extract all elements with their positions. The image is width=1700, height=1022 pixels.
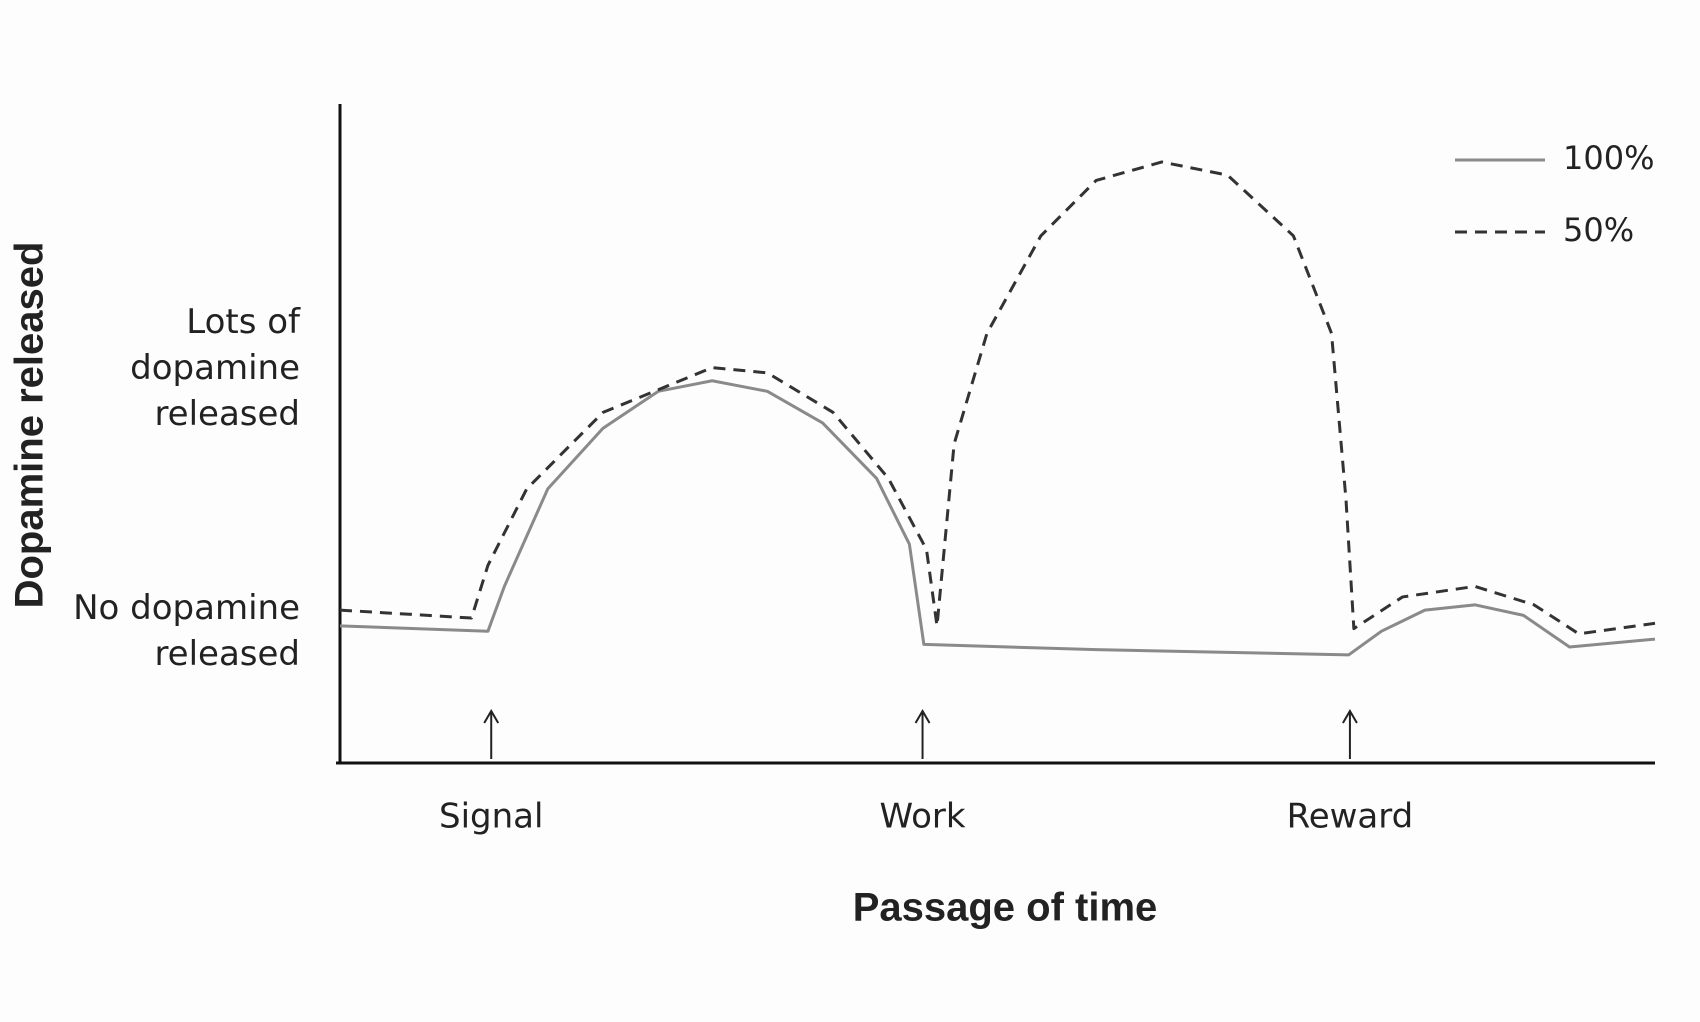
series-line — [339, 379, 1656, 657]
event-arrowhead — [483, 709, 500, 724]
event-arrowhead — [1342, 709, 1358, 724]
event-label: Reward — [1287, 797, 1414, 837]
x-axis-title: Passage of time — [853, 886, 1158, 930]
event-label: Work — [879, 797, 965, 837]
series-line — [339, 160, 1656, 636]
y-tick-label: No dopamine released — [73, 588, 300, 675]
y-tick-label: Lots of dopamine released — [130, 301, 300, 434]
legend-label: 100% — [1563, 139, 1654, 177]
y-axis-title: Dopamine released — [8, 242, 52, 609]
event-label: Signal — [439, 797, 543, 837]
legend-label: 50% — [1563, 211, 1634, 249]
event-arrowhead — [914, 709, 931, 724]
